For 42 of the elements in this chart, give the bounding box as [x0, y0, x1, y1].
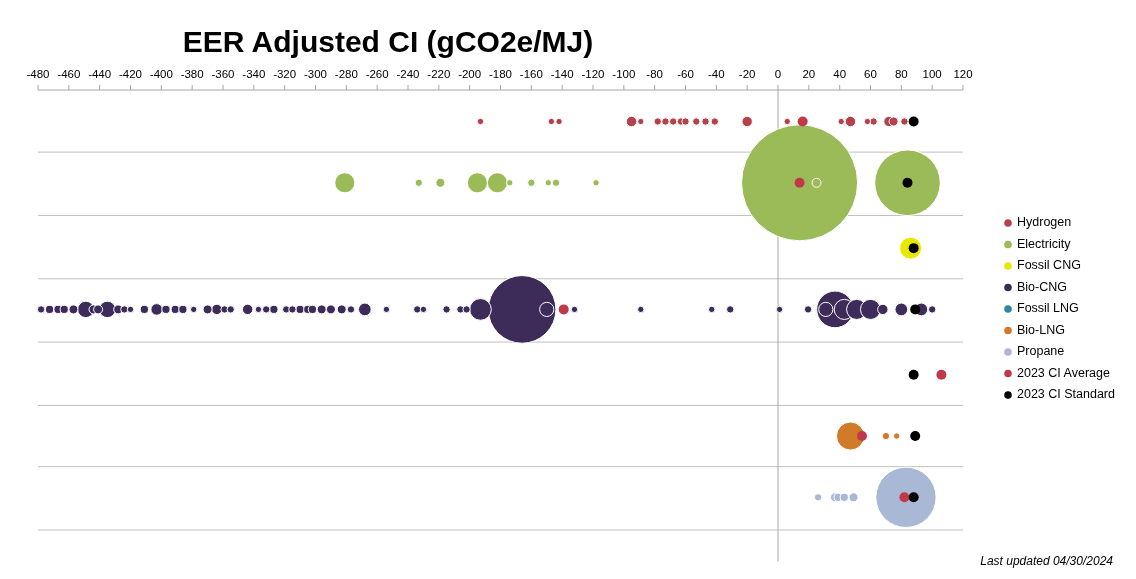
x-tick-label: -100: [612, 68, 636, 80]
x-tick-label: 0: [774, 68, 782, 80]
x-tick-label: -440: [88, 68, 112, 80]
x-tick-label: -320: [273, 68, 297, 80]
chart-title: EER Adjusted CI (gCO2e/MJ): [182, 25, 594, 58]
legend-label: Fossil LNG: [1017, 301, 1079, 316]
x-tick-label: -480: [26, 68, 50, 80]
legend-label: Fossil CNG: [1017, 258, 1081, 273]
x-tick-label: -120: [581, 68, 605, 80]
x-tick-label: -460: [57, 68, 81, 80]
legend-label: Hydrogen: [1017, 215, 1072, 230]
x-tick-label: -20: [738, 68, 756, 80]
x-tick-label: -60: [677, 68, 694, 80]
legend-label: Propane: [1017, 344, 1065, 359]
legend-label: 2023 CI Standard: [1017, 387, 1116, 402]
legend-label: Bio-CNG: [1017, 279, 1068, 294]
legend-label: Electricity: [1017, 236, 1072, 251]
text: Last updated 04/30/2024: [980, 554, 1114, 568]
x-tick-label: -40: [708, 68, 725, 80]
x-tick-label: 120: [953, 68, 973, 80]
x-tick-label: -380: [180, 68, 204, 80]
x-tick-label: 80: [894, 68, 908, 80]
x-tick-label: 100: [922, 68, 942, 80]
x-tick-label: 40: [833, 68, 847, 80]
x-tick-label: 60: [864, 68, 877, 80]
x-tick-label: 20: [802, 68, 816, 80]
x-tick-label: -180: [488, 68, 513, 80]
x-tick-label: -160: [519, 68, 543, 80]
legend-label: Bio-LNG: [1017, 322, 1065, 337]
x-tick-label: -260: [365, 68, 389, 80]
x-tick-label: -220: [427, 68, 451, 80]
x-tick-label: -200: [458, 68, 482, 80]
x-tick-label: -300: [303, 68, 328, 80]
x-tick-label: -280: [334, 68, 358, 80]
x-tick-label: -420: [118, 68, 143, 80]
x-tick-label: -360: [211, 68, 235, 80]
x-tick-label: -400: [149, 68, 173, 80]
x-tick-label: -340: [242, 68, 266, 80]
x-tick-label: -80: [646, 68, 663, 80]
x-tick-label: -240: [396, 68, 420, 80]
legend-label: 2023 CI Average: [1017, 365, 1110, 380]
x-tick-label: -140: [550, 68, 574, 80]
